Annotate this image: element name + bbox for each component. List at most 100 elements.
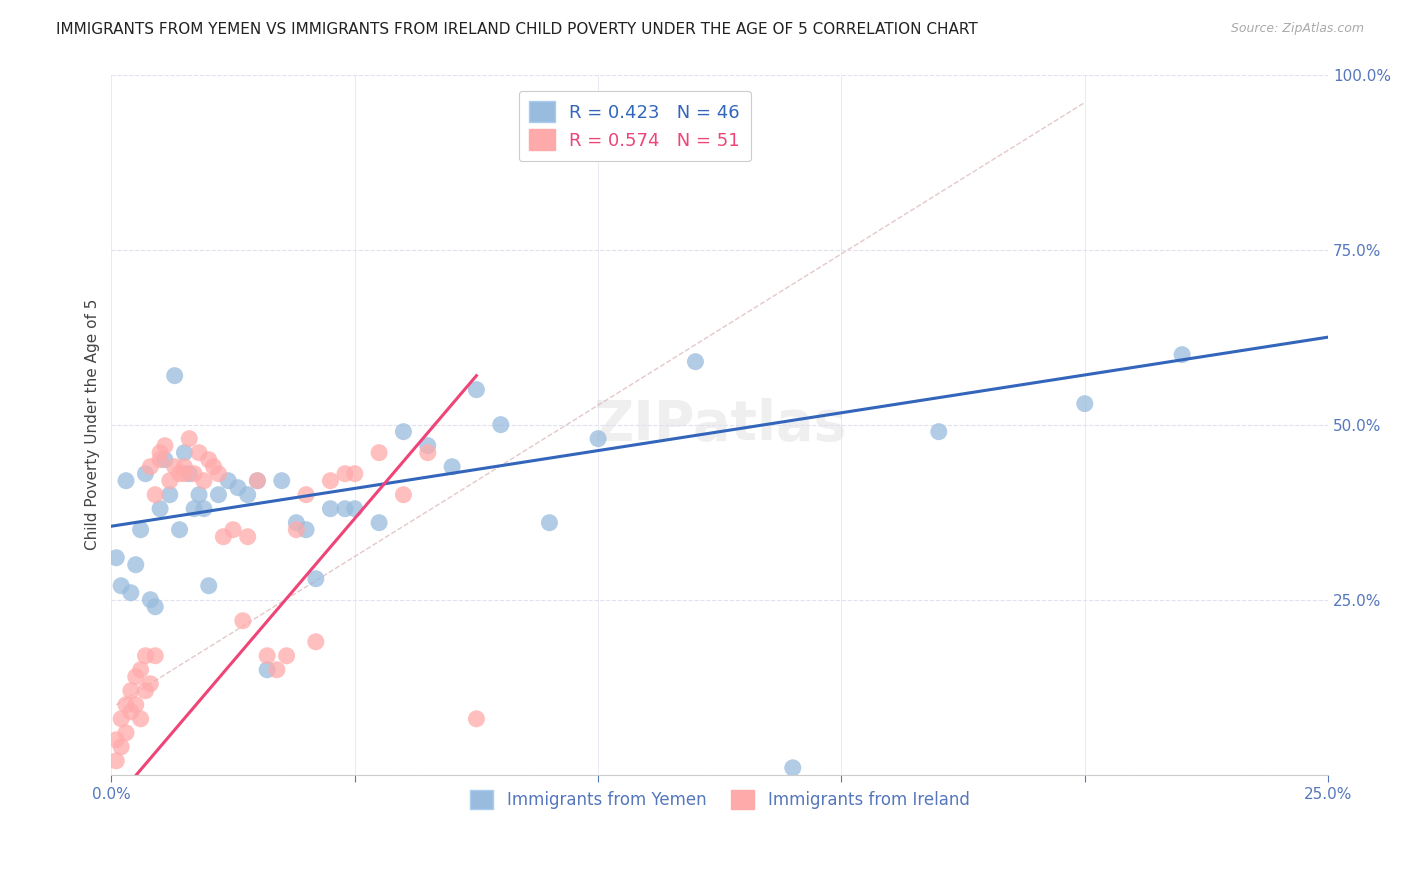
Legend: Immigrants from Yemen, Immigrants from Ireland: Immigrants from Yemen, Immigrants from I… — [463, 783, 976, 815]
Point — [217, 474, 239, 488]
Point — [139, 459, 162, 474]
Text: IMMIGRANTS FROM YEMEN VS IMMIGRANTS FROM IRELAND CHILD POVERTY UNDER THE AGE OF : IMMIGRANTS FROM YEMEN VS IMMIGRANTS FROM… — [56, 22, 979, 37]
Point — [285, 516, 308, 530]
Point — [368, 445, 391, 459]
Point — [343, 501, 366, 516]
Point — [256, 648, 278, 663]
Point — [163, 459, 186, 474]
Text: ZIPatlas: ZIPatlas — [593, 398, 846, 451]
Point — [489, 417, 512, 432]
Point — [179, 432, 201, 446]
Point — [183, 501, 205, 516]
Point — [197, 452, 219, 467]
Point — [115, 474, 138, 488]
Point — [179, 467, 201, 481]
Point — [110, 712, 132, 726]
Point — [125, 670, 148, 684]
Point — [236, 530, 259, 544]
Point — [1171, 348, 1194, 362]
Point — [222, 523, 245, 537]
Point — [256, 663, 278, 677]
Point — [197, 579, 219, 593]
Point — [295, 488, 318, 502]
Point — [270, 474, 292, 488]
Point — [129, 523, 152, 537]
Y-axis label: Child Poverty Under the Age of 5: Child Poverty Under the Age of 5 — [86, 299, 100, 550]
Point — [149, 445, 172, 459]
Point — [163, 368, 186, 383]
Point — [159, 474, 181, 488]
Point — [928, 425, 950, 439]
Point — [333, 467, 356, 481]
Point — [343, 467, 366, 481]
Point — [153, 452, 176, 467]
Point — [173, 445, 195, 459]
Point — [538, 516, 561, 530]
Point — [202, 459, 225, 474]
Point — [1074, 397, 1097, 411]
Point — [169, 467, 191, 481]
Point — [782, 761, 804, 775]
Point — [120, 683, 142, 698]
Point — [193, 474, 215, 488]
Text: Source: ZipAtlas.com: Source: ZipAtlas.com — [1230, 22, 1364, 36]
Point — [266, 663, 288, 677]
Point — [125, 558, 148, 572]
Point — [120, 586, 142, 600]
Point — [143, 648, 166, 663]
Point — [285, 523, 308, 537]
Point — [207, 488, 229, 502]
Point — [143, 488, 166, 502]
Point — [105, 550, 128, 565]
Point — [173, 467, 195, 481]
Point — [139, 592, 162, 607]
Point — [149, 501, 172, 516]
Point — [305, 572, 328, 586]
Point — [110, 739, 132, 754]
Point — [333, 501, 356, 516]
Point — [465, 383, 488, 397]
Point — [319, 501, 342, 516]
Point — [416, 439, 439, 453]
Point — [246, 474, 269, 488]
Point — [134, 467, 156, 481]
Point — [295, 523, 318, 537]
Point — [134, 683, 156, 698]
Point — [193, 501, 215, 516]
Point — [129, 663, 152, 677]
Point — [236, 488, 259, 502]
Point — [586, 432, 609, 446]
Point — [139, 677, 162, 691]
Point — [105, 732, 128, 747]
Point — [105, 754, 128, 768]
Point — [129, 712, 152, 726]
Point — [441, 459, 464, 474]
Point — [115, 698, 138, 712]
Point — [416, 445, 439, 459]
Point — [319, 474, 342, 488]
Point — [226, 481, 249, 495]
Point — [188, 488, 211, 502]
Point — [392, 488, 415, 502]
Point — [212, 530, 235, 544]
Point — [149, 452, 172, 467]
Point — [125, 698, 148, 712]
Point — [120, 705, 142, 719]
Point — [115, 726, 138, 740]
Point — [159, 488, 181, 502]
Point — [246, 474, 269, 488]
Point — [685, 354, 707, 368]
Point — [134, 648, 156, 663]
Point — [465, 712, 488, 726]
Point — [276, 648, 298, 663]
Point — [110, 579, 132, 593]
Point — [153, 439, 176, 453]
Point — [183, 467, 205, 481]
Point — [207, 467, 229, 481]
Point — [392, 425, 415, 439]
Point — [368, 516, 391, 530]
Point — [305, 634, 328, 648]
Point — [143, 599, 166, 614]
Point — [188, 445, 211, 459]
Point — [173, 459, 195, 474]
